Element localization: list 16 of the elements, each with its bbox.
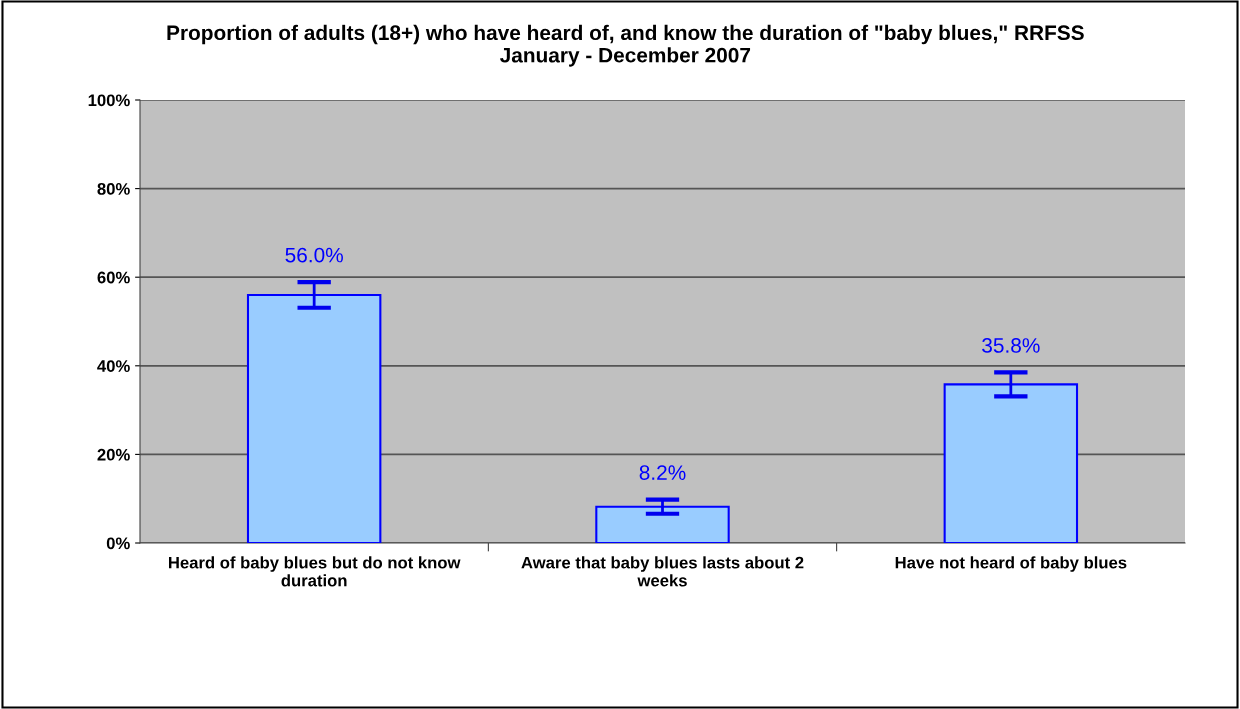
data-label: 35.8% bbox=[982, 338, 1040, 353]
y-tick-label: 100% bbox=[88, 94, 130, 107]
chart-title: Proportion of adults (18+) who have heard of, and know the duration of "baby blues," RRFSS January - December 2007 bbox=[167, 24, 1084, 67]
y-tick-label: 80% bbox=[97, 183, 130, 195]
bar bbox=[246, 293, 382, 543]
data-label: 8.2% bbox=[639, 465, 686, 480]
x-tick-label: Have not heard of baby blues bbox=[895, 556, 1127, 572]
bar bbox=[943, 383, 1079, 543]
y-tick-label: 20% bbox=[97, 448, 130, 461]
bar bbox=[595, 505, 730, 543]
x-tick-label: Heard of baby blues but do not know duration bbox=[169, 556, 461, 587]
y-tick-label: 40% bbox=[97, 360, 130, 372]
data-label: 56.0% bbox=[285, 247, 343, 263]
x-tick-label: Aware that baby blues lasts about 2 weeks bbox=[521, 556, 804, 587]
y-tick-label: 60% bbox=[97, 271, 130, 284]
y-tick-label: 0% bbox=[106, 537, 130, 550]
